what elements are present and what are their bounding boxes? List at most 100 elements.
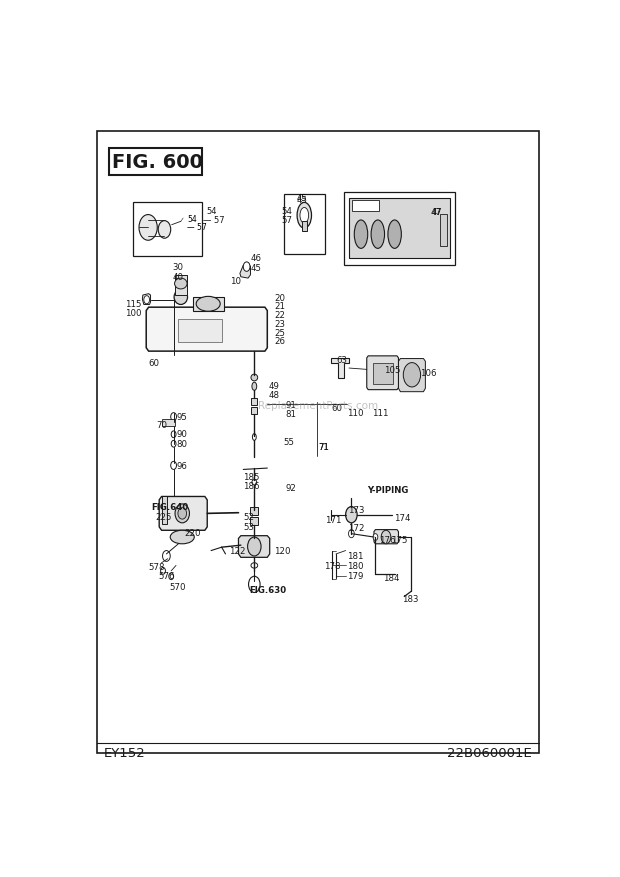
Circle shape [171,431,176,438]
Text: 40: 40 [172,272,183,282]
Bar [162,420,175,427]
Bar [349,199,450,259]
Ellipse shape [371,221,384,249]
Text: 96: 96 [176,461,187,470]
Ellipse shape [251,374,258,381]
Text: 171: 171 [325,516,342,524]
Text: FIG. 600: FIG. 600 [112,153,203,172]
Text: 105: 105 [384,366,401,374]
Circle shape [169,574,174,580]
Text: 54: 54 [187,215,197,224]
Circle shape [161,567,166,574]
Text: 60: 60 [149,359,159,367]
Circle shape [144,296,149,304]
Text: 110: 110 [347,409,363,417]
Circle shape [348,530,354,538]
Polygon shape [239,536,270,558]
Bar [250,507,258,515]
Text: 576: 576 [158,572,175,581]
Text: 184: 184 [383,574,399,582]
Circle shape [403,363,420,388]
Bar [352,201,379,211]
Text: 91: 91 [285,401,296,410]
Ellipse shape [252,480,257,486]
Bar [252,399,257,406]
Text: 95: 95 [176,412,187,421]
Polygon shape [159,497,207,531]
Text: 45: 45 [297,194,308,203]
Text: 80: 80 [176,439,187,448]
Text: 81: 81 [285,410,296,418]
Text: 63: 63 [336,355,347,364]
Text: 100: 100 [125,309,141,317]
Text: 90: 90 [176,430,187,438]
Text: FIG.640: FIG.640 [151,503,188,511]
Text: 45: 45 [250,263,262,273]
Bar [250,517,258,525]
Text: 179: 179 [347,572,363,581]
Circle shape [373,534,378,541]
Ellipse shape [178,508,187,519]
Bar [108,149,202,176]
Ellipse shape [196,297,220,312]
Text: 186: 186 [243,481,260,490]
Text: 172: 172 [348,524,364,532]
Bar [284,195,325,255]
Text: 185: 185 [243,472,260,481]
Text: 20: 20 [275,293,285,303]
Text: — 57: — 57 [203,217,224,225]
Text: 111: 111 [371,409,388,417]
Text: 178: 178 [324,561,340,570]
Ellipse shape [251,563,258,568]
Text: 92: 92 [285,483,296,492]
Ellipse shape [174,290,187,305]
Text: 57: 57 [281,217,293,225]
Text: FIG.630: FIG.630 [249,585,286,594]
Text: 115: 115 [125,300,141,309]
Text: 21: 21 [275,302,285,311]
Ellipse shape [252,434,256,441]
Text: 26: 26 [275,337,285,346]
Circle shape [170,462,177,470]
Ellipse shape [354,221,368,249]
Polygon shape [374,530,399,544]
Bar [175,275,187,296]
Polygon shape [399,360,425,392]
Bar [133,203,202,257]
Text: 173: 173 [348,506,364,515]
Text: 52: 52 [243,513,254,522]
Text: 49: 49 [268,381,280,390]
Text: 183: 183 [402,595,419,603]
Bar [162,497,167,524]
Circle shape [249,576,260,593]
Polygon shape [373,364,392,385]
Circle shape [158,221,170,239]
Text: 578: 578 [149,562,165,571]
Text: 47: 47 [432,208,442,217]
Text: EY152: EY152 [104,745,146,759]
Text: 53: 53 [243,522,254,531]
Circle shape [171,441,176,447]
Text: ReplacementParts.com: ReplacementParts.com [258,401,378,410]
Text: 25: 25 [275,328,285,338]
Text: Y-PIPING: Y-PIPING [367,486,408,495]
Bar [193,297,224,311]
Text: 180: 180 [347,561,363,570]
Text: 570: 570 [170,582,186,591]
Text: 23: 23 [275,319,285,329]
Bar [302,221,307,232]
Bar [440,215,448,247]
Text: 60: 60 [331,403,342,412]
Text: 70: 70 [156,421,167,430]
Ellipse shape [175,279,187,289]
Text: 122: 122 [229,546,246,555]
Text: 120: 120 [273,546,290,555]
Polygon shape [330,359,349,379]
Text: 174: 174 [394,513,410,523]
Text: 22B060001E: 22B060001E [447,745,531,759]
Polygon shape [367,356,399,390]
Circle shape [345,507,357,524]
Text: 71: 71 [319,442,330,452]
Text: — 57: — 57 [187,223,207,232]
Text: 30: 30 [172,263,183,272]
